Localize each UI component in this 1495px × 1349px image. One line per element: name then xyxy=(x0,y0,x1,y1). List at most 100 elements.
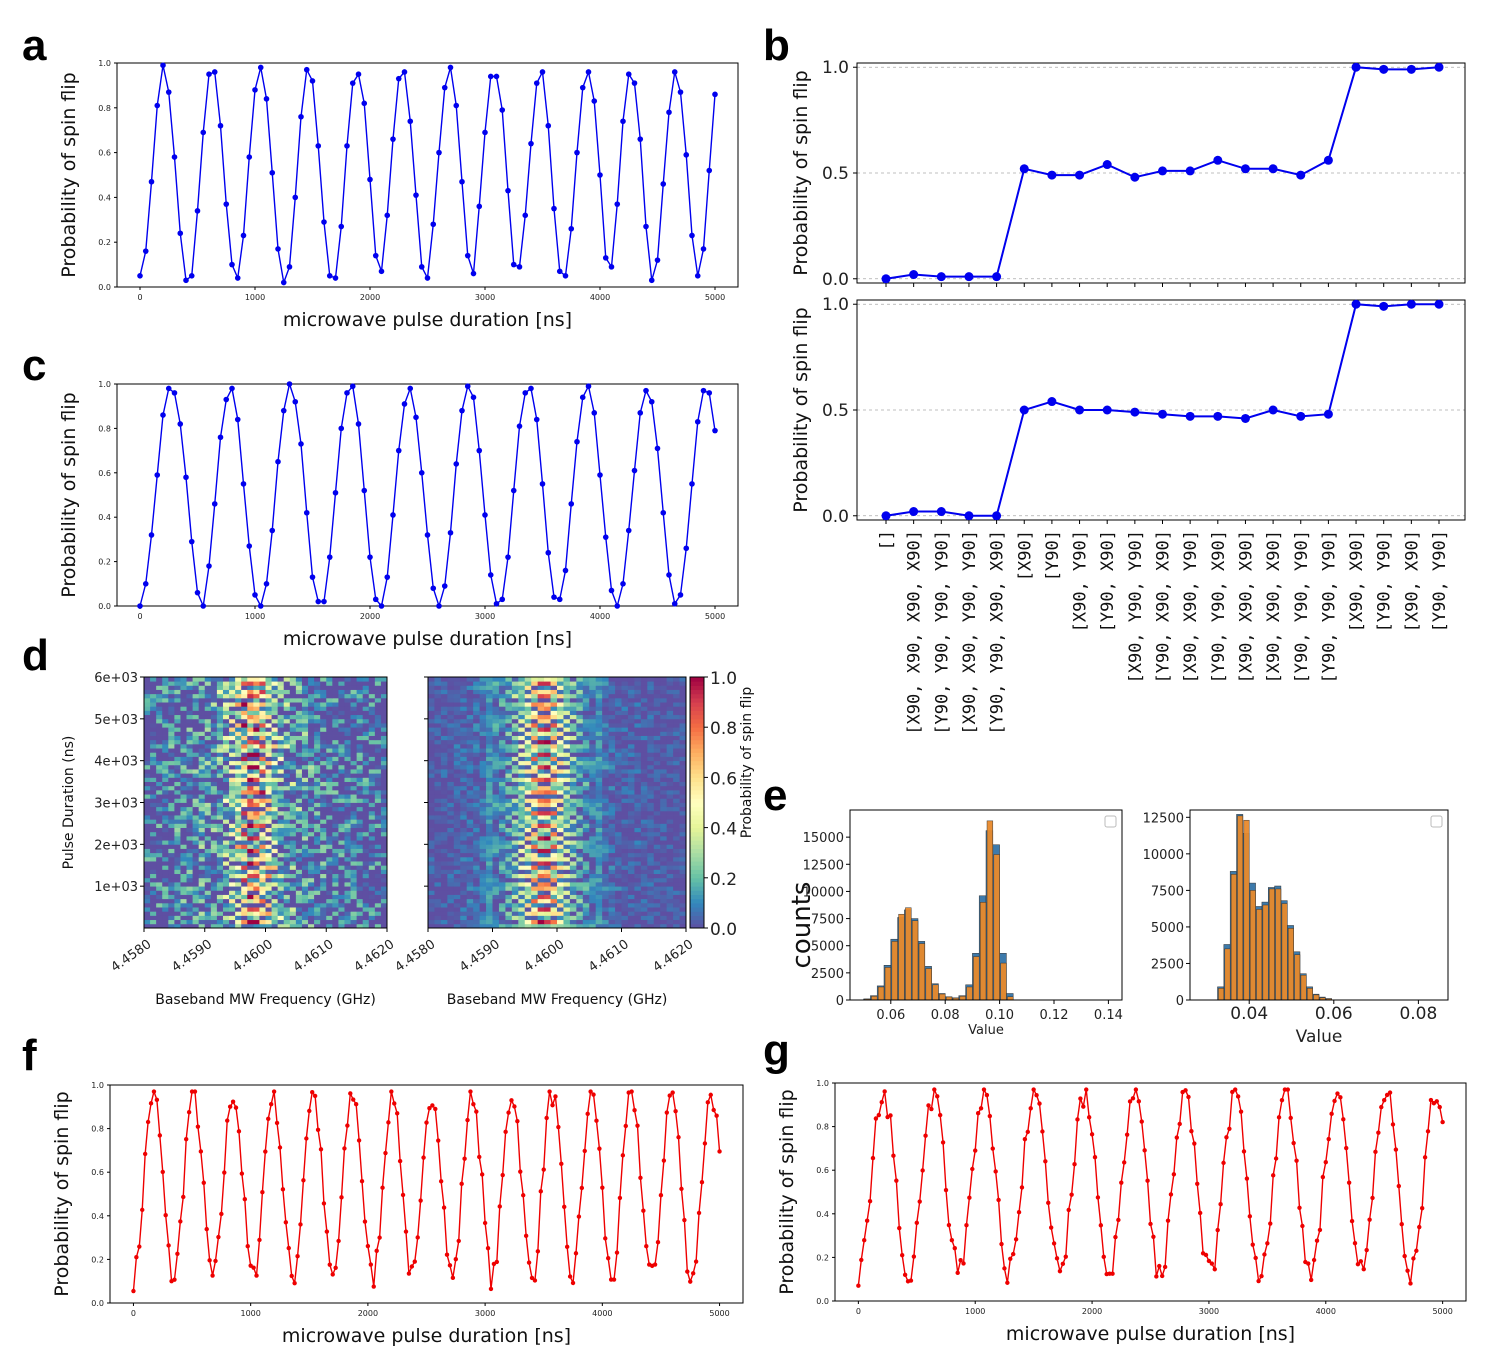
heatmap-cell xyxy=(374,923,382,929)
heatmap-cell xyxy=(150,714,157,720)
heatmap-cell xyxy=(374,823,382,828)
heatmap-cell xyxy=(380,911,388,916)
heatmap-cell xyxy=(660,911,668,916)
heatmap-cell xyxy=(608,840,616,845)
heatmap-cell xyxy=(289,848,297,854)
data-point xyxy=(638,1175,643,1180)
heatmap-cell xyxy=(640,760,648,766)
heatmap-cell xyxy=(210,748,218,753)
heatmap-cell xyxy=(368,806,376,812)
heatmap-cell xyxy=(198,685,206,690)
heatmap-cell xyxy=(380,718,388,724)
y-tick-label: 1.0 xyxy=(822,295,849,315)
heatmap-cell xyxy=(222,856,230,862)
data-point xyxy=(1116,1217,1121,1223)
heatmap-cell xyxy=(162,815,169,820)
data-point xyxy=(266,1116,271,1122)
heatmap-cell xyxy=(608,894,616,900)
heatmap-cell xyxy=(210,919,218,925)
data-point xyxy=(441,1205,447,1210)
heatmap-cell xyxy=(447,848,455,854)
data-point xyxy=(482,129,488,136)
heatmap-cell xyxy=(647,773,655,778)
data-point xyxy=(151,1089,157,1094)
data-point xyxy=(194,589,201,596)
heatmap-cell xyxy=(589,773,597,778)
heatmap-cell xyxy=(356,911,364,916)
heatmap-cell xyxy=(156,907,163,912)
heatmap-cell xyxy=(498,861,506,866)
data-point xyxy=(233,1105,239,1110)
data-point xyxy=(447,529,454,536)
heatmap-cell xyxy=(210,831,218,837)
heatmap-cell xyxy=(314,697,321,703)
data-point xyxy=(252,592,258,598)
heatmap-cell xyxy=(144,823,151,828)
heatmap-cell xyxy=(198,789,206,795)
heatmap-cell xyxy=(460,919,468,925)
heatmap-cell xyxy=(524,840,532,845)
heatmap-cell xyxy=(186,798,193,803)
data-point xyxy=(573,1251,579,1256)
heatmap-cell xyxy=(368,794,376,799)
heatmap-cell xyxy=(440,764,448,770)
data-point xyxy=(864,1218,870,1223)
data-point xyxy=(1197,1210,1203,1216)
heatmap-cell xyxy=(621,781,629,787)
heatmap-cell xyxy=(314,714,321,720)
heatmap-cell xyxy=(295,748,303,753)
heatmap-cell xyxy=(576,873,584,879)
heatmap-cell xyxy=(350,681,358,686)
heatmap-cell xyxy=(186,789,193,795)
heatmap-cell xyxy=(453,794,461,799)
heatmap-cell xyxy=(362,681,370,686)
heatmap-cell xyxy=(150,752,157,757)
heatmap-cell xyxy=(156,869,163,875)
heatmap-cell xyxy=(277,706,285,711)
heatmap-cell xyxy=(356,794,364,799)
heatmap-cell xyxy=(186,890,193,895)
heatmap-cell xyxy=(210,881,218,887)
heatmap-cell xyxy=(156,689,163,695)
heatmap-cell xyxy=(434,764,442,770)
heatmap-cell xyxy=(308,781,315,787)
heatmap-cell xyxy=(222,785,230,791)
heatmap-cell xyxy=(634,748,642,753)
heatmap-cell xyxy=(222,777,230,782)
data-point xyxy=(666,572,672,578)
heatmap-cell xyxy=(259,718,266,724)
heatmap-cell xyxy=(222,735,230,741)
heatmap-cell xyxy=(440,785,448,791)
heatmap-cell xyxy=(332,819,339,824)
heatmap-cell xyxy=(186,743,193,749)
data-point xyxy=(614,603,621,609)
heatmap-cell xyxy=(544,894,551,900)
heatmap-cell xyxy=(144,881,151,887)
heatmap-cell xyxy=(259,806,266,812)
heatmap-cell xyxy=(569,789,577,795)
heatmap-cell xyxy=(204,794,212,799)
heatmap-cell xyxy=(265,923,272,929)
heatmap-cell xyxy=(511,844,519,849)
heatmap-cell xyxy=(253,827,260,833)
heatmap-cell xyxy=(277,714,285,720)
category-label: [Y90] xyxy=(1043,530,1063,581)
heatmap-cell xyxy=(301,852,309,858)
heatmap-cell xyxy=(326,731,333,736)
heatmap-cell xyxy=(222,852,230,858)
heatmap-cell xyxy=(453,777,461,782)
heatmap-cell xyxy=(192,865,200,870)
heatmap-cell xyxy=(447,902,455,908)
heatmap-cell xyxy=(162,777,169,782)
heatmap-cell xyxy=(338,706,345,711)
heatmap-cell xyxy=(326,764,333,770)
heatmap-cell xyxy=(229,852,236,858)
data-point xyxy=(380,1185,385,1190)
heatmap-cell xyxy=(289,777,297,782)
heatmap-cell xyxy=(537,827,545,833)
heatmap-cell xyxy=(434,835,442,841)
heatmap-cell xyxy=(673,915,680,921)
heatmap-cell xyxy=(602,881,609,887)
heatmap-cell xyxy=(301,856,309,862)
heatmap-cell xyxy=(544,923,551,929)
